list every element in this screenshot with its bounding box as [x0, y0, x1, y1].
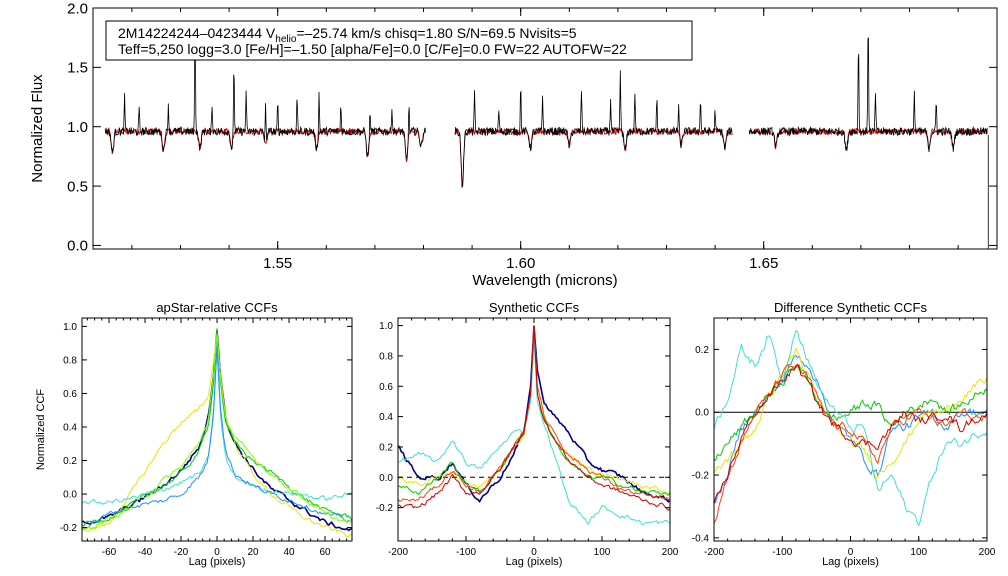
- ccf-series-visit-4: [398, 341, 670, 526]
- y-tick-label: -0.2: [692, 471, 710, 482]
- ccf-series-visit-5: [398, 325, 670, 502]
- y-tick-label: -0.2: [376, 503, 394, 514]
- observed-spectrum-segment: [454, 70, 733, 189]
- x-tick-label: 0: [214, 547, 220, 558]
- x-tick-label: -200: [704, 547, 724, 558]
- info-box-frame: [105, 20, 693, 61]
- ccf-lines: [82, 328, 352, 538]
- x-tick-label: 100: [910, 547, 927, 558]
- plot-frame: [397, 317, 671, 542]
- y-tick-label: 0.6: [63, 389, 77, 400]
- ccf-series-visit-3: [398, 333, 670, 496]
- y-tick-label: 0.2: [63, 456, 77, 467]
- ccf-series-diff-6: [714, 363, 987, 505]
- x-tick-label: -60: [102, 547, 117, 558]
- ccf-series-diff-5: [714, 363, 987, 524]
- spectrum-panel: 1.55 1.60 1.65 0.0 0.5 1.0 1.5 2.0 Wavelength (m…: [29, 0, 998, 289]
- ccf-series-diff-4: [714, 329, 987, 527]
- panel-title: apStar-relative CCFs: [156, 300, 278, 315]
- y-tick-label: 0.6: [379, 382, 393, 393]
- x-tick-label: -40: [138, 547, 153, 558]
- y-tick-label: 0.0: [695, 408, 709, 419]
- model-spectrum-segment: [454, 126, 733, 188]
- ccf-series-visit-5: [82, 343, 352, 529]
- y-tick-label: 1.0: [63, 322, 77, 333]
- y-tick-label: 0.2: [379, 442, 393, 453]
- x-tick-label: 1.55: [263, 255, 292, 272]
- info-box: 2M14224244–0423444 Vhelio=–25.74 km/s ch…: [105, 20, 693, 61]
- x-axis-title: Lag (pixels): [506, 556, 563, 568]
- y-tick-label: 0.8: [379, 351, 393, 362]
- y-tick-label: 2.0: [67, 0, 88, 17]
- ccf-series-visit-1: [398, 325, 670, 504]
- ccf-series-diff-2: [714, 347, 987, 480]
- x-tick-label: 40: [283, 547, 295, 558]
- y-tick-label: 1.0: [379, 321, 393, 332]
- ccf-series-visit-4: [82, 351, 352, 505]
- x-tick-label: 0: [848, 547, 854, 558]
- y-tick-label: 0.0: [63, 490, 77, 501]
- x-tick-label: 200: [662, 547, 679, 558]
- apstar-ccf-panel: -60 -40 -20 0 20 40 60 -0.2 0.0 0.2 0.4 0.6 0.8 1.0 La…: [35, 300, 353, 568]
- x-tick-label: -100: [456, 547, 476, 558]
- x-tick-label: 1.60: [506, 255, 535, 272]
- y-tick-label: 1.5: [67, 60, 88, 77]
- y-tick-label: 0.4: [379, 412, 393, 423]
- synthetic-ccf-panel: -200 -100 0 100 200 -0.2 0.0 0.2 0.4 0.6 0.8 1.0 Lag…: [376, 300, 679, 568]
- plot-frame: [92, 7, 998, 250]
- panel-title: Synthetic CCFs: [489, 300, 580, 315]
- spectrum-lines: [104, 31, 989, 249]
- x-tick-label: 100: [594, 547, 611, 558]
- info-line-2: Teff=5,250 logg=3.0 [Fe/H]=–1.50 [alpha/…: [118, 41, 627, 57]
- x-tick-label: 20: [247, 547, 259, 558]
- y-tick-label: 0.2: [695, 345, 709, 356]
- spectrum-axes: 1.55 1.60 1.65 0.0 0.5 1.0 1.5 2.0 Wavelength (m…: [29, 0, 998, 289]
- panel-title: Difference Synthetic CCFs: [774, 300, 927, 315]
- y-tick-label: 0.0: [379, 473, 393, 484]
- ccf-series-visit-2: [398, 325, 670, 494]
- x-tick-label: -200: [388, 547, 408, 558]
- info-line-1: 2M14224244–0423444 Vhelio=–25.74 km/s ch…: [118, 25, 577, 45]
- x-axis-title: Wavelength (microns): [472, 272, 617, 289]
- ccf-series-visit-2: [82, 331, 352, 538]
- y-tick-label: -0.2: [60, 523, 78, 534]
- y-tick-label: 0.5: [67, 178, 88, 195]
- ccf-lines: [398, 325, 670, 526]
- y-tick-label: 0.8: [63, 355, 77, 366]
- y-tick-label: 0.4: [63, 422, 77, 433]
- x-tick-label: 60: [319, 547, 331, 558]
- ccf-series-visit-6: [398, 325, 670, 511]
- x-axis-title: Lag (pixels): [189, 556, 246, 568]
- ccf-series-visit-6: [82, 334, 352, 532]
- difference-ccf-panel: -200 -100 0 100 200 -0.4 -0.2 0.0 0.2 Lag (pixels…: [692, 300, 996, 568]
- x-tick-label: -100: [772, 547, 792, 558]
- y-axis-title: Normalized Flux: [29, 74, 46, 183]
- observed-spectrum-segment: [748, 37, 988, 153]
- y-tick-label: 1.0: [67, 119, 88, 136]
- y-tick-label: -0.4: [692, 533, 710, 544]
- ccf-series-visit-3: [82, 328, 352, 527]
- x-tick-label: 0: [531, 547, 537, 558]
- x-tick-label: -20: [174, 547, 189, 558]
- y-tick-label: 0.0: [67, 238, 88, 255]
- observed-spectrum-segment: [104, 31, 427, 161]
- ccf-lines: [714, 329, 987, 527]
- x-axis-title: Lag (pixels): [822, 556, 879, 568]
- x-tick-label: 1.65: [749, 255, 778, 272]
- y-axis-title: Normalized CCF: [35, 389, 47, 471]
- x-tick-label: 200: [979, 547, 996, 558]
